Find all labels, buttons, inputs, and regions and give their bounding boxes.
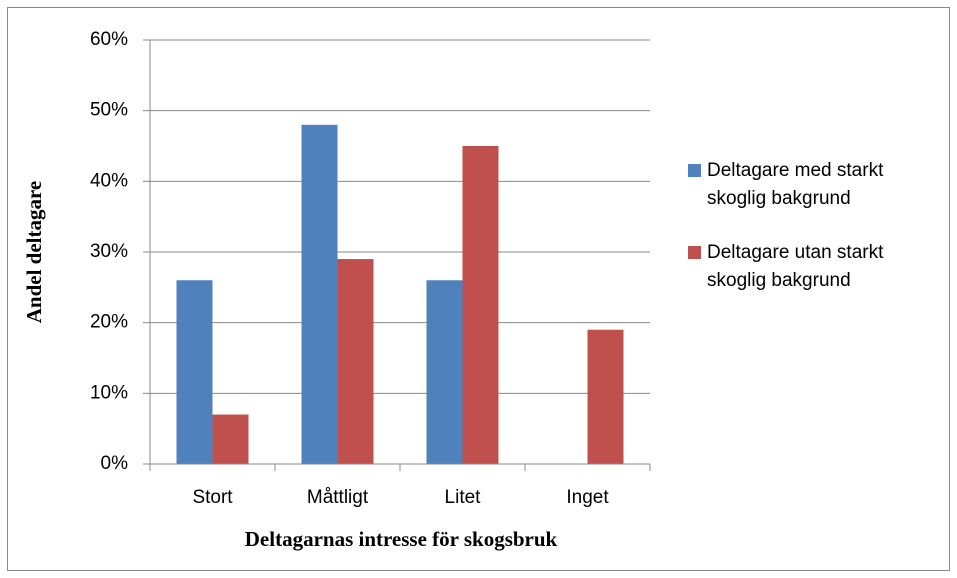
- y-tick-label: 40%: [90, 170, 128, 191]
- y-axis-title: Andel deltagare: [22, 181, 46, 324]
- legend-label: Deltagare utan starkt skoglig bakgrund: [707, 242, 884, 291]
- x-tick-label: Litet: [445, 487, 482, 508]
- legend-label: Deltagare med starkt skoglig bakgrund: [707, 160, 884, 209]
- legend-swatch: [688, 246, 701, 259]
- bar: [426, 280, 463, 464]
- bar: [587, 329, 624, 464]
- bar: [462, 146, 499, 464]
- y-tick-label: 0%: [101, 453, 129, 474]
- bar: [337, 259, 374, 464]
- bar: [212, 414, 249, 464]
- x-axis-title: Deltagarnas intresse för skogsbruk: [245, 527, 558, 551]
- legend-swatch: [688, 164, 701, 177]
- x-tick-label: Stort: [192, 487, 233, 508]
- y-tick-label: 60%: [90, 29, 128, 50]
- bar: [301, 124, 338, 465]
- chart-frame: [7, 7, 950, 571]
- bar: [176, 280, 213, 464]
- y-tick-label: 20%: [90, 312, 128, 333]
- y-tick-label: 30%: [90, 241, 128, 262]
- y-tick-label: 50%: [90, 100, 128, 121]
- x-tick-label: Måttligt: [307, 487, 369, 508]
- x-tick-label: Inget: [566, 487, 609, 508]
- y-tick-label: 10%: [90, 382, 128, 403]
